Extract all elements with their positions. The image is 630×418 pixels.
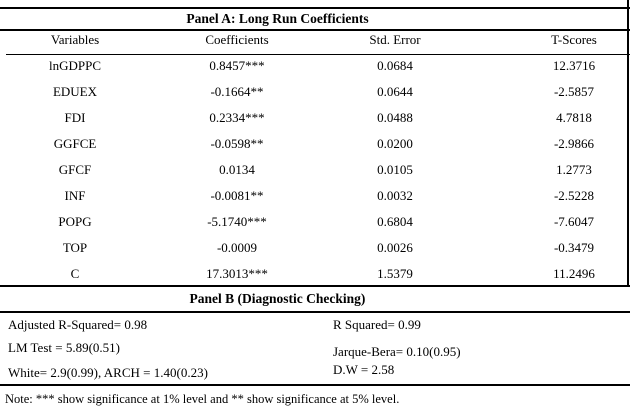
std-error-cell: 0.6804 [377, 214, 413, 229]
white-arch-stat: White= 2.9(0.99), ARCH = 1.40(0.23) [8, 365, 208, 380]
panel-a-title: Panel A: Long Run Coefficients [186, 11, 369, 26]
right-border-line [627, 0, 629, 287]
coefficient-cell: -0.0081** [210, 188, 264, 203]
std-error-cell: 0.0032 [377, 188, 413, 203]
coefficient-cell: -5.1740*** [207, 214, 267, 229]
std-error-cell: 0.0026 [377, 240, 413, 255]
table-row: FDI 0.2334*** 0.0488 4.7818 [0, 110, 630, 128]
panel-b-bottom-rule [0, 384, 630, 386]
std-error-cell: 0.0644 [377, 84, 413, 99]
table-row: C 17.3013*** 1.5379 11.2496 [0, 266, 630, 284]
variable-cell: FDI [64, 110, 86, 125]
coefficient-cell: 0.2334*** [209, 110, 265, 125]
t-score-cell: -2.5857 [553, 84, 595, 99]
variable-cell: POPG [58, 214, 92, 229]
std-error-cell: 0.0105 [377, 162, 413, 177]
t-score-cell: -2.5228 [553, 188, 595, 203]
t-score-cell: 4.7818 [556, 110, 592, 125]
std-error-cell: 1.5379 [377, 266, 413, 281]
variable-cell: lnGDPPC [48, 58, 102, 73]
panel-a-title-rule [0, 29, 630, 31]
table-row: GFCF 0.0134 0.0105 1.2773 [0, 162, 630, 180]
coefficient-cell: -0.0598** [210, 136, 264, 151]
header-underline-rule [6, 54, 630, 55]
variable-cell: GGFCE [53, 136, 97, 151]
durbin-watson-stat: D.W = 2.58 [333, 362, 395, 377]
table-row: EDUEX -0.1664** 0.0644 -2.5857 [0, 84, 630, 102]
significance-note: Note: *** show significance at 1% level … [5, 392, 400, 406]
t-scores-column-header: T-Scores [551, 32, 597, 47]
coefficient-cell: 0.8457*** [209, 58, 265, 73]
variable-cell: INF [64, 188, 86, 203]
variable-cell: TOP [62, 240, 88, 255]
coefficient-cell: 0.0134 [219, 162, 255, 177]
t-score-cell: -7.6047 [553, 214, 595, 229]
variable-cell: EDUEX [52, 84, 98, 99]
std-error-cell: 0.0684 [377, 58, 413, 73]
std-error-cell: 0.0200 [377, 136, 413, 151]
lm-test-stat: LM Test = 5.89(0.51) [8, 340, 120, 355]
std-error-cell: 0.0488 [377, 110, 413, 125]
variable-cell: GFCF [58, 162, 92, 177]
table-row: POPG -5.1740*** 0.6804 -7.6047 [0, 214, 630, 232]
coefficient-cell: -0.0009 [216, 240, 258, 255]
panel-b-title-rule [0, 311, 630, 313]
variable-cell: C [70, 266, 80, 281]
table-row: TOP -0.0009 0.0026 -0.3479 [0, 240, 630, 258]
panel-b-title: Panel B (Diagnostic Checking) [189, 291, 366, 306]
table-row: lnGDPPC 0.8457*** 0.0684 12.3716 [0, 58, 630, 76]
jarque-bera-stat: Jarque-Bera= 0.10(0.95) [333, 344, 461, 359]
t-score-cell: -0.3479 [553, 240, 595, 255]
top-rule [0, 7, 630, 9]
std-error-column-header: Std. Error [369, 32, 421, 47]
table-header-row: Variables Coefficients Std. Error T-Scor… [0, 32, 630, 50]
t-score-cell: -2.9866 [553, 136, 595, 151]
coefficient-cell: -0.1664** [210, 84, 264, 99]
adjusted-r-squared-stat: Adjusted R-Squared= 0.98 [8, 317, 148, 332]
t-score-cell: 11.2496 [553, 266, 595, 281]
panel-a-bottom-rule [0, 285, 630, 287]
variables-column-header: Variables [50, 32, 100, 47]
t-score-cell: 12.3716 [552, 58, 596, 73]
table-row: INF -0.0081** 0.0032 -2.5228 [0, 188, 630, 206]
t-score-cell: 1.2773 [556, 162, 592, 177]
table-row: GGFCE -0.0598** 0.0200 -2.9866 [0, 136, 630, 154]
coefficient-cell: 17.3013*** [206, 266, 268, 281]
coefficients-column-header: Coefficients [205, 32, 269, 47]
r-squared-stat: R Squared= 0.99 [333, 317, 421, 332]
